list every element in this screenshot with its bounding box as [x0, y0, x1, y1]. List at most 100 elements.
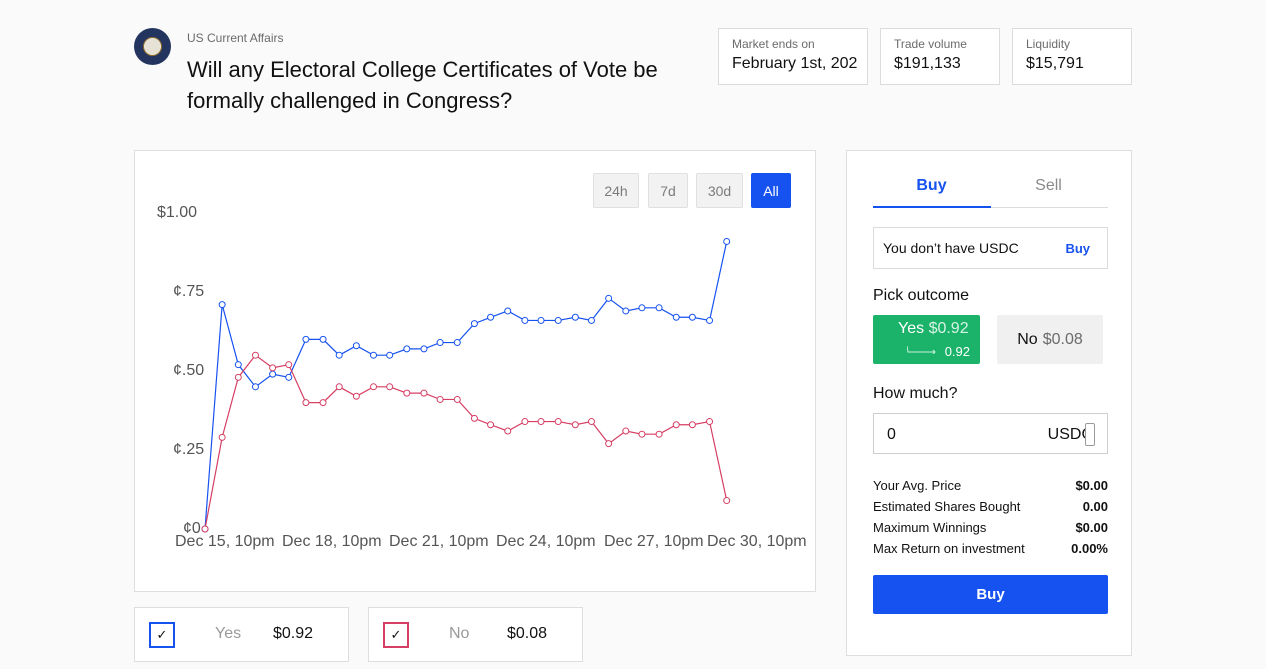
outcome-no-name: No: [1017, 330, 1038, 348]
congress-seal-logo: [134, 28, 171, 65]
stat-trade-volume: Trade volume $191,133: [880, 28, 1000, 85]
data-point-yes: [521, 316, 529, 324]
legend-yes[interactable]: ✓ Yes $0.92: [134, 607, 349, 662]
data-point-no: [723, 497, 731, 505]
trade-panel: Buy Sell You don’t have USDC Buy Pick ou…: [846, 150, 1132, 656]
data-point-no: [638, 430, 646, 438]
outcome-yes-name: Yes: [898, 320, 925, 337]
data-point-no: [285, 361, 293, 369]
range-all-button[interactable]: All: [751, 173, 791, 208]
check-icon: ✓: [390, 627, 402, 642]
data-point-no: [370, 383, 378, 391]
data-point-no: [706, 418, 714, 426]
outcome-no-price: $0.08: [1042, 330, 1083, 348]
data-point-yes: [218, 301, 226, 309]
data-point-yes: [269, 370, 277, 378]
data-point-no: [571, 421, 579, 429]
data-point-yes: [352, 342, 360, 350]
stat-label: Liquidity: [1026, 37, 1071, 51]
data-point-yes: [605, 294, 613, 302]
data-point-yes: [554, 316, 562, 324]
data-point-yes: [638, 304, 646, 312]
buy-usdc-link[interactable]: Buy: [1065, 240, 1090, 256]
market-category: US Current Affairs: [187, 31, 284, 45]
outcome-no-button[interactable]: No $0.08: [997, 315, 1103, 364]
y-tick-label: ¢.75: [173, 283, 205, 300]
summary-label: Max Return on investment: [873, 541, 1025, 556]
data-point-yes: [234, 361, 242, 369]
data-point-yes: [302, 335, 310, 343]
data-point-yes: [672, 313, 680, 321]
data-point-no: [335, 383, 343, 391]
data-point-yes: [688, 313, 696, 321]
legend-no[interactable]: ✓ No $0.08: [368, 607, 583, 662]
data-point-yes: [470, 320, 478, 328]
data-point-no: [403, 389, 411, 397]
amount-value: 0: [887, 426, 896, 443]
data-point-no: [655, 430, 663, 438]
data-point-no: [201, 525, 209, 533]
data-point-no: [688, 421, 696, 429]
data-point-yes: [436, 339, 444, 347]
outcome-yes-price: $0.92: [928, 320, 969, 337]
stat-market-ends: Market ends on February 1st, 202: [718, 28, 868, 85]
data-point-yes: [370, 351, 378, 359]
outcome-yes-sub: 0.92: [944, 344, 970, 359]
tab-active-indicator: [873, 206, 991, 208]
y-tick-label: ¢.50: [173, 362, 205, 379]
buy-button[interactable]: Buy: [873, 575, 1108, 614]
tab-sell[interactable]: Sell: [1035, 177, 1062, 194]
data-point-yes: [319, 335, 327, 343]
data-point-yes: [251, 383, 259, 391]
summary-value: $0.00: [1075, 520, 1108, 535]
data-point-yes: [723, 237, 731, 245]
tab-buy[interactable]: Buy: [916, 177, 947, 194]
stat-label: Market ends on: [732, 37, 815, 51]
y-tick-label: ¢0: [183, 520, 201, 537]
data-point-yes: [420, 345, 428, 353]
legend-yes-price: $0.92: [273, 625, 314, 642]
checkbox-no[interactable]: ✓: [383, 622, 409, 648]
legend-yes-name: Yes: [215, 625, 242, 642]
outcome-yes-button[interactable]: Yes $0.92 0.92: [873, 315, 980, 364]
checkbox-yes[interactable]: ✓: [149, 622, 175, 648]
market-header: US Current Affairs Will any Electoral Co…: [134, 28, 1132, 118]
x-tick-label: Dec 27, 10pm: [604, 533, 704, 550]
price-line-chart: [201, 237, 731, 533]
stat-value: February 1st, 202: [732, 55, 858, 72]
summary-label: Estimated Shares Bought: [873, 499, 1021, 514]
data-point-no: [352, 392, 360, 400]
x-tick-label: Dec 21, 10pm: [389, 533, 489, 550]
data-point-yes: [622, 307, 630, 315]
series-line-no: [204, 354, 728, 530]
range-7d-button[interactable]: 7d: [648, 173, 688, 208]
pick-outcome-label: Pick outcome: [873, 287, 970, 304]
legend-no-name: No: [449, 625, 470, 642]
amount-unit: USDC: [1047, 426, 1093, 443]
data-point-no: [302, 399, 310, 407]
data-point-yes: [571, 313, 579, 321]
data-point-no: [622, 427, 630, 435]
legend-no-price: $0.08: [507, 625, 548, 642]
range-24h-button[interactable]: 24h: [593, 173, 639, 208]
summary-avg-price: Your Avg. Price $0.00: [873, 478, 1108, 493]
data-point-no: [487, 421, 495, 429]
data-point-no: [319, 399, 327, 407]
series-line-yes: [204, 241, 728, 530]
stat-label: Trade volume: [894, 37, 967, 51]
data-point-no: [521, 418, 529, 426]
summary-label: Maximum Winnings: [873, 520, 987, 535]
stat-liquidity: Liquidity $15,791: [1012, 28, 1132, 85]
range-30d-button[interactable]: 30d: [696, 173, 743, 208]
y-tick-label: $1.00: [157, 204, 198, 221]
summary-max-return: Max Return on investment 0.00%: [873, 541, 1108, 556]
amount-stepper[interactable]: [1085, 423, 1095, 446]
data-point-no: [386, 383, 394, 391]
amount-input[interactable]: 0 USDC: [873, 413, 1108, 454]
x-tick-label: Dec 15, 10pm: [175, 533, 275, 550]
sparkline-icon: [907, 345, 936, 354]
data-point-yes: [504, 307, 512, 315]
market-title: Will any Electoral College Certificates …: [187, 57, 658, 113]
data-point-no: [453, 395, 461, 403]
summary-value: 0.00: [1082, 499, 1108, 514]
